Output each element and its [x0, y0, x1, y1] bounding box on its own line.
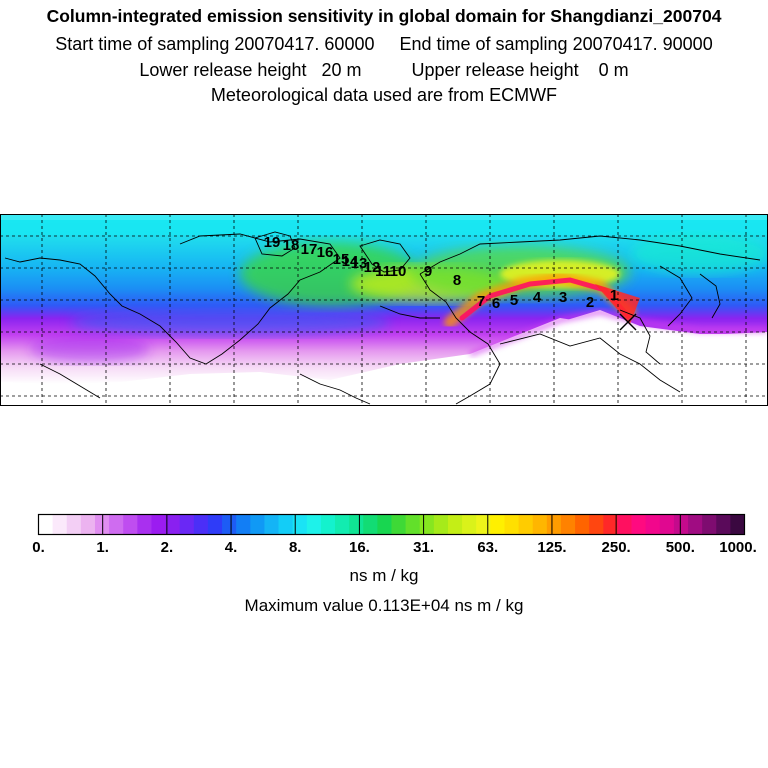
colorbar-cell — [462, 514, 477, 535]
colorbar-cell — [66, 514, 82, 535]
colorbar-cell — [490, 514, 505, 535]
colorbar-cell — [631, 514, 647, 535]
field-magenta-edge — [468, 308, 767, 357]
colorbar-cell — [306, 514, 322, 535]
trajectory-label: 7 — [477, 293, 485, 310]
colorbar-cell — [165, 514, 181, 535]
trajectory-label: 15 — [333, 251, 350, 268]
field-empty-region — [460, 310, 767, 405]
colorbar-cell — [278, 514, 294, 535]
colorbar-cell — [335, 514, 350, 535]
met-data-line: Meteorological data used are from ECMWF — [210, 85, 558, 105]
colorbar-cell — [702, 514, 717, 535]
colorbar-cell — [419, 514, 435, 535]
colorbar-cell — [292, 514, 308, 535]
colorbar-cell — [264, 514, 279, 535]
colorbar-cell — [504, 514, 519, 535]
colorbar-cell — [447, 514, 463, 535]
sampling-time-line: Start time of sampling 20070417. 60000 E… — [55, 34, 713, 54]
colorbar-cell — [617, 514, 632, 535]
field-top-cyan — [1, 215, 767, 235]
colorbar-cell — [589, 514, 604, 535]
coastlines — [4, 231, 761, 405]
colorbar-tick-label: 250. — [601, 539, 631, 556]
trajectory-label: 1 — [610, 287, 618, 304]
colorbar-cell — [645, 514, 661, 535]
trajectory-label: 12 — [364, 259, 381, 276]
colorbar-tick-label: 4. — [224, 539, 238, 556]
colorbar-cell — [151, 514, 166, 535]
colorbar-cell — [363, 514, 378, 535]
colorbar-tick-label: 125. — [537, 539, 567, 556]
colorbar-cell — [716, 514, 731, 535]
colorbar-cell — [730, 514, 745, 535]
trajectory-label: 16 — [317, 244, 334, 261]
trajectory-label: 14 — [342, 253, 359, 270]
trajectory-label: 18 — [283, 237, 300, 254]
colorbar-frame — [37, 513, 746, 536]
colorbar-cell — [688, 514, 703, 535]
colorbar-cell — [38, 514, 54, 535]
colorbar-tick-label: 500. — [665, 539, 695, 556]
trajectory-label: 13 — [351, 255, 368, 272]
colorbar-cell — [109, 514, 124, 535]
colorbar-cell — [179, 514, 195, 535]
colorbar-cell — [236, 514, 251, 535]
colorbar-cell — [518, 514, 534, 535]
plot-title: Column-integrated emission sensitivity i… — [46, 6, 722, 26]
colorbar — [37, 513, 746, 536]
colorbar-cell — [123, 514, 138, 535]
colorbar-cell — [575, 514, 590, 535]
graticule — [0, 214, 768, 406]
colorbar-cell — [320, 514, 336, 535]
colorbar-tick-label: 1. — [96, 539, 109, 556]
colorbar-cell — [52, 514, 68, 535]
plume-wedge — [595, 284, 640, 324]
trajectory-label: 8 — [453, 272, 461, 289]
colorbar-cell — [673, 514, 689, 535]
trajectory-label: 19 — [264, 234, 281, 251]
trajectory-label: 5 — [510, 292, 518, 309]
receptor-marker — [619, 313, 637, 331]
colorbar-tick-label: 2. — [160, 539, 174, 556]
colorbar-tick-label: 31. — [413, 539, 435, 556]
colorbar-cell — [476, 514, 491, 535]
trajectory-label: 3 — [559, 289, 567, 306]
colorbar-tick-label: 16. — [348, 539, 370, 556]
colorbar-tick-label: 63. — [477, 539, 499, 556]
trajectory-label: 9 — [424, 263, 432, 280]
colorbar-cell — [433, 514, 449, 535]
colorbar-tick-label: 1000. — [719, 539, 757, 556]
colorbar-cell — [546, 514, 562, 535]
trajectory-label: 2 — [586, 294, 594, 311]
colorbar-cell — [207, 514, 223, 535]
colorbar-cell — [405, 514, 421, 535]
colorbar-tick-label: 0. — [32, 539, 45, 556]
colorbar-cell — [80, 514, 96, 535]
colorbar-cell — [222, 514, 237, 535]
colorbar-cell — [193, 514, 209, 535]
colorbar-cell — [137, 514, 152, 535]
colorbar-cell — [532, 514, 548, 535]
trajectory-label: 11 — [375, 263, 391, 280]
field-purple-atlantic — [30, 335, 150, 363]
colorbar-cell — [250, 514, 265, 535]
colorbar-tick-label: 8. — [288, 539, 302, 556]
colorbar-cell — [659, 514, 675, 535]
trajectory-label: 10 — [390, 263, 407, 280]
trajectory-label: 17 — [301, 241, 318, 258]
field-blue-tropics — [70, 308, 390, 336]
colorbar-cell — [603, 514, 618, 535]
trajectory-label: 4 — [533, 289, 542, 306]
colorbar-cell — [391, 514, 407, 535]
release-height-line: Lower release height 20 m Upper release … — [139, 60, 629, 80]
trajectory-label: 6 — [492, 295, 500, 312]
colorbar-units: ns m / kg — [349, 566, 419, 585]
colorbar-cell — [377, 514, 392, 535]
colorbar-cell — [349, 514, 364, 535]
max-value-text: Maximum value 0.113E+04 ns m / kg — [244, 596, 524, 615]
colorbar-cell — [560, 514, 576, 535]
